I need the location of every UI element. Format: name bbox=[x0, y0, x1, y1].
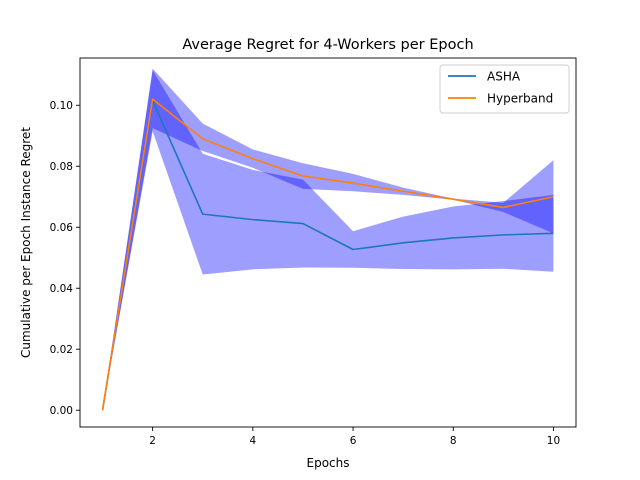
series-line-asha bbox=[101, 99, 554, 411]
y-axis: 0.00 0.02 0.04 0.06 0.08 0.10 bbox=[50, 100, 80, 417]
series-lines bbox=[101, 98, 554, 411]
x-tick-label: 2 bbox=[149, 435, 156, 447]
legend-label-asha: ASHA bbox=[487, 70, 521, 84]
x-tick-label: 6 bbox=[350, 435, 357, 447]
y-tick-label: 0.02 bbox=[50, 344, 73, 356]
legend-label-hyperband: Hyperband bbox=[487, 92, 553, 106]
confidence-bands bbox=[102, 68, 554, 411]
x-tick-label: 8 bbox=[450, 435, 457, 447]
x-tick-label: 10 bbox=[547, 435, 560, 447]
y-tick-label: 0.08 bbox=[50, 161, 73, 173]
band-asha bbox=[102, 70, 554, 411]
legend-box bbox=[439, 64, 570, 114]
x-axis-label: Epochs bbox=[307, 456, 350, 470]
legend: ASHA Hyperband bbox=[439, 64, 570, 114]
x-tick-label: 4 bbox=[250, 435, 257, 447]
x-axis: 2 4 6 8 10 bbox=[149, 427, 560, 447]
chart-title: Average Regret for 4-Workers per Epoch bbox=[182, 37, 473, 53]
band-hyperband bbox=[102, 68, 554, 411]
y-axis-label: Cumulative per Epoch Instance Regret bbox=[19, 127, 33, 358]
y-tick-label: 0.04 bbox=[50, 283, 74, 295]
y-tick-label: 0.06 bbox=[50, 222, 74, 234]
series-line-hyperband bbox=[101, 98, 554, 411]
plot-area-frame bbox=[79, 57, 577, 428]
y-tick-label: 0.00 bbox=[50, 405, 73, 417]
y-tick-label: 0.10 bbox=[50, 100, 73, 112]
